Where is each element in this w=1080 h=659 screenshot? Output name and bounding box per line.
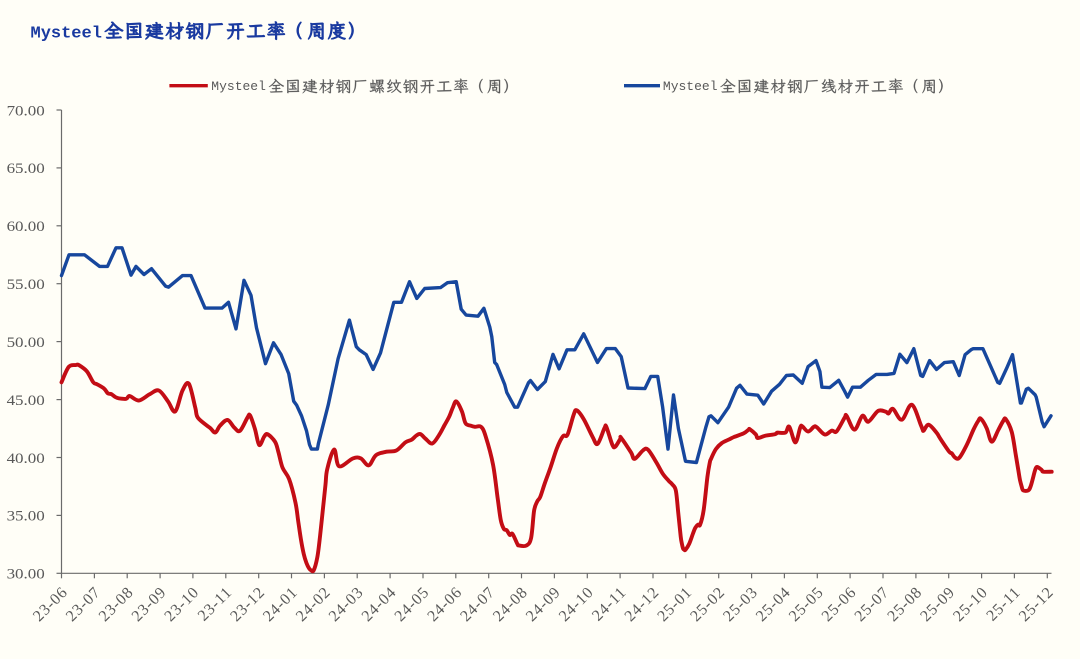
svg-text:Mysteel: Mysteel xyxy=(211,79,266,94)
svg-text:Mysteel: Mysteel xyxy=(663,79,718,94)
svg-text:55.00: 55.00 xyxy=(7,277,45,293)
svg-text:50.00: 50.00 xyxy=(7,335,45,351)
svg-text:35.00: 35.00 xyxy=(7,509,45,525)
svg-text:Mysteel: Mysteel xyxy=(31,24,102,43)
svg-text:65.00: 65.00 xyxy=(7,161,45,177)
svg-text:45.00: 45.00 xyxy=(7,393,45,409)
svg-text:60.00: 60.00 xyxy=(7,219,45,235)
svg-text:40.00: 40.00 xyxy=(7,451,45,467)
svg-text:70.00: 70.00 xyxy=(7,103,45,119)
svg-text:30.00: 30.00 xyxy=(7,567,45,583)
